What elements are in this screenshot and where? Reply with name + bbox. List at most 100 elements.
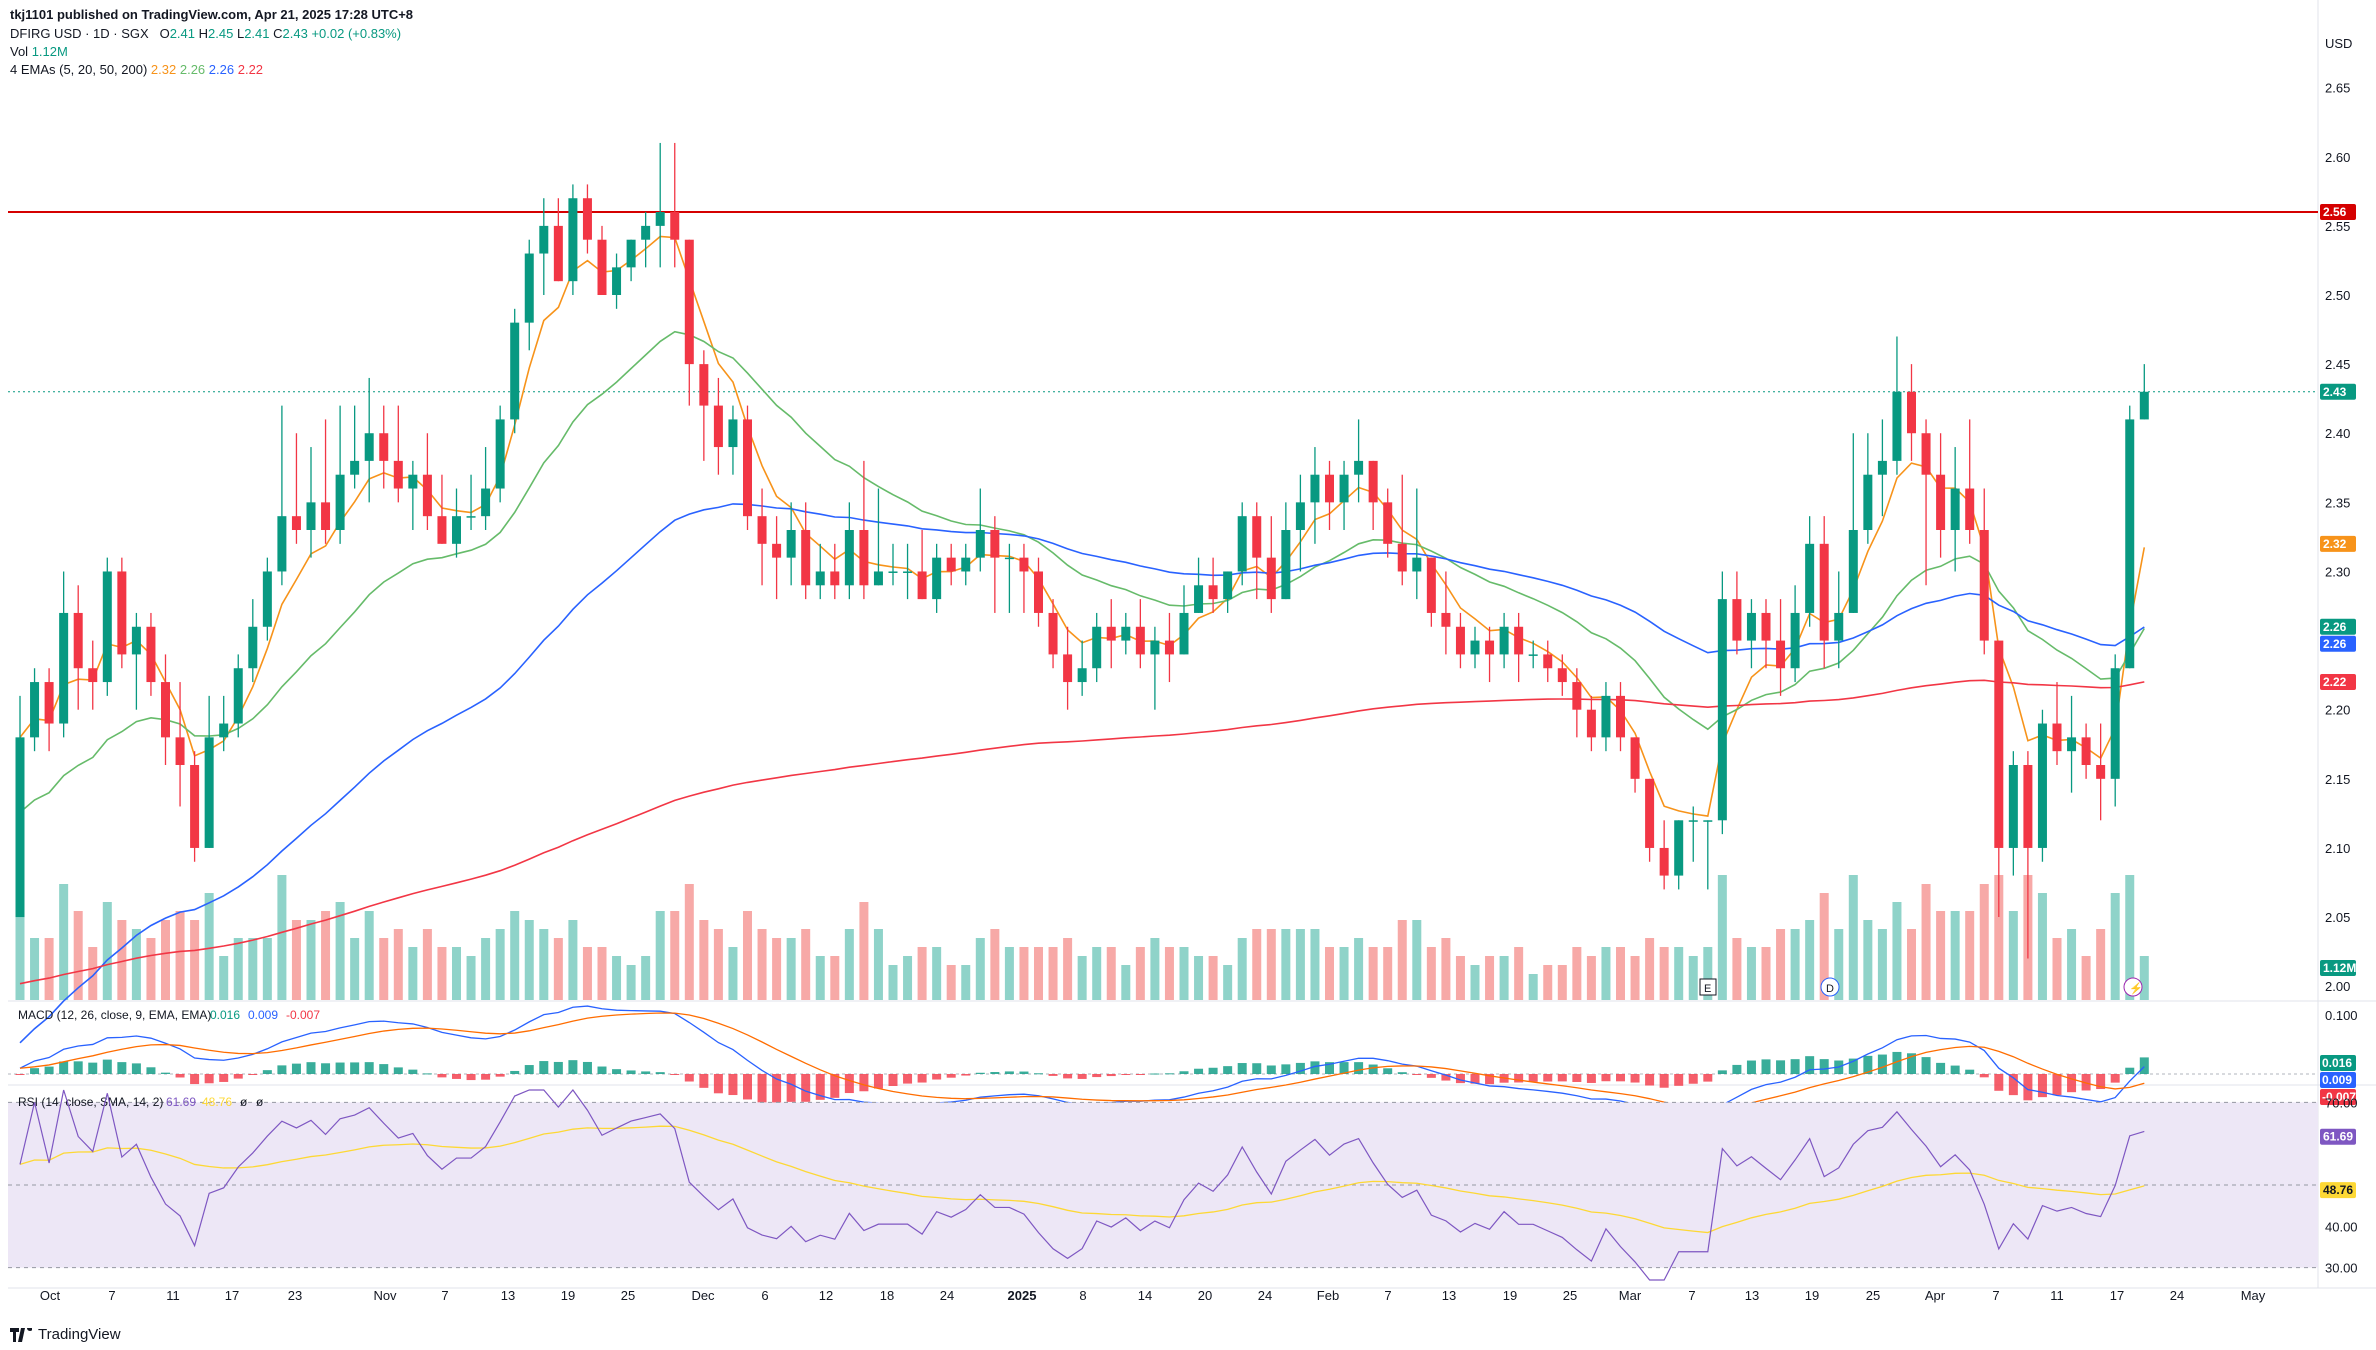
candle — [1848, 433, 1858, 613]
macd-hist-bar — [524, 1065, 534, 1074]
high-value: 2.45 — [208, 26, 234, 41]
candle — [233, 654, 243, 738]
candle — [1106, 599, 1116, 669]
candle-body — [932, 557, 942, 600]
candle — [1325, 460, 1334, 530]
volume-bar — [961, 965, 971, 1000]
macd-hist-bar — [1601, 1074, 1611, 1082]
symbol-label[interactable]: DFIRG USD · 1D · SGX — [10, 26, 149, 41]
candle — [1252, 502, 1262, 600]
candle-body — [641, 225, 651, 240]
candle-body — [175, 737, 185, 765]
candle — [1877, 419, 1887, 517]
candle-body — [1514, 626, 1524, 655]
macd-hist-bar — [1485, 1074, 1495, 1085]
volume-bar — [1426, 947, 1436, 1000]
volume-bar — [1848, 875, 1858, 1000]
macd-hist-bar — [262, 1070, 272, 1074]
candle-body — [815, 571, 825, 586]
macd-hist-bar — [73, 1061, 83, 1074]
macd-hist-bar — [1412, 1074, 1422, 1075]
volume-bar — [102, 902, 112, 1000]
macd-hist-bar — [1208, 1067, 1218, 1074]
time-tick-label: 12 — [819, 1288, 833, 1303]
volume-bar — [830, 956, 840, 1000]
volume-bar — [1921, 884, 1931, 1000]
volume-bars — [15, 875, 2149, 1000]
candle — [117, 557, 127, 669]
candle-body — [1732, 599, 1742, 641]
volume-bar — [1907, 929, 1916, 1000]
candle-body — [1499, 626, 1509, 655]
candle-body — [1208, 585, 1218, 600]
macd-hist-bar — [219, 1074, 229, 1082]
macd-hist-bar — [1557, 1074, 1567, 1082]
candle-body — [291, 516, 301, 530]
candle-body — [2037, 723, 2047, 848]
event-marker-label: E — [1704, 983, 1711, 995]
candle-body — [161, 682, 170, 738]
candle-body — [1325, 474, 1334, 503]
macd-hist-bar — [1019, 1071, 1029, 1074]
volume-bar — [553, 938, 563, 1000]
macd-hist-bar — [597, 1066, 607, 1074]
volume-bar — [1004, 947, 1014, 1000]
volume-bar — [757, 929, 767, 1000]
volume-bar — [1950, 911, 1960, 1000]
earnings-marker-box — [1699, 978, 1717, 996]
macd-hist-bar — [1645, 1074, 1655, 1086]
macd-hist-bar — [684, 1074, 694, 1082]
macd-hist-bar — [15, 1074, 25, 1075]
candle — [393, 405, 403, 503]
candle-body — [1921, 433, 1931, 475]
rsi-extra-1: ø — [240, 1095, 248, 1109]
volume-bar — [1877, 929, 1887, 1000]
ema-label[interactable]: 4 EMAs (5, 20, 50, 200) — [10, 62, 148, 77]
volume-bar — [219, 956, 229, 1000]
volume-bar — [2052, 938, 2062, 1000]
candle-body — [1470, 640, 1480, 655]
time-tick-label: 11 — [166, 1288, 180, 1303]
macd-hist-bar — [59, 1061, 69, 1074]
candle-body — [117, 571, 127, 655]
macd-tag-label: 0.009 — [2322, 1073, 2352, 1087]
candle — [30, 668, 40, 752]
candle — [553, 198, 563, 282]
volume-bar — [1717, 875, 1727, 1000]
candle-body — [830, 571, 840, 586]
candle — [1295, 474, 1305, 572]
candle-body — [975, 530, 985, 558]
volume-bar — [131, 929, 141, 1000]
price-tag-label: 2.32 — [2323, 537, 2347, 551]
macd-hist-bar — [379, 1064, 389, 1074]
price-tag-box — [2320, 618, 2356, 635]
tradingview-brand[interactable]: TradingView — [10, 1326, 121, 1343]
volume-bar — [364, 911, 374, 1000]
macd-hist-bar — [1616, 1074, 1625, 1082]
candle-body — [743, 419, 752, 517]
macd-hist-bar — [903, 1074, 913, 1084]
volume-bar — [2125, 875, 2135, 1000]
macd-hist-bar — [1921, 1057, 1931, 1074]
macd-hist-bar — [1688, 1074, 1698, 1084]
macd-hist-bar — [321, 1063, 331, 1074]
volume-label: Vol — [10, 44, 29, 59]
volume-bar — [670, 911, 680, 1000]
candle — [1674, 820, 1684, 890]
candle-body — [888, 571, 898, 573]
macd-hist-value: -0.007 — [286, 1008, 320, 1022]
candle — [612, 253, 622, 309]
volume-bar — [728, 947, 738, 1000]
event-marker: D — [1820, 977, 1840, 997]
volume-bar — [612, 956, 622, 1000]
candle — [350, 405, 360, 489]
candle-body — [1877, 460, 1887, 475]
volume-bar — [1688, 956, 1698, 1000]
dividend-marker-circle — [2123, 977, 2143, 997]
candle — [1659, 820, 1669, 890]
volume-bar — [1557, 965, 1567, 1000]
volume-bar — [146, 938, 156, 1000]
candle — [2023, 751, 2033, 959]
change-value: +0.02 (+0.83%) — [311, 26, 402, 41]
